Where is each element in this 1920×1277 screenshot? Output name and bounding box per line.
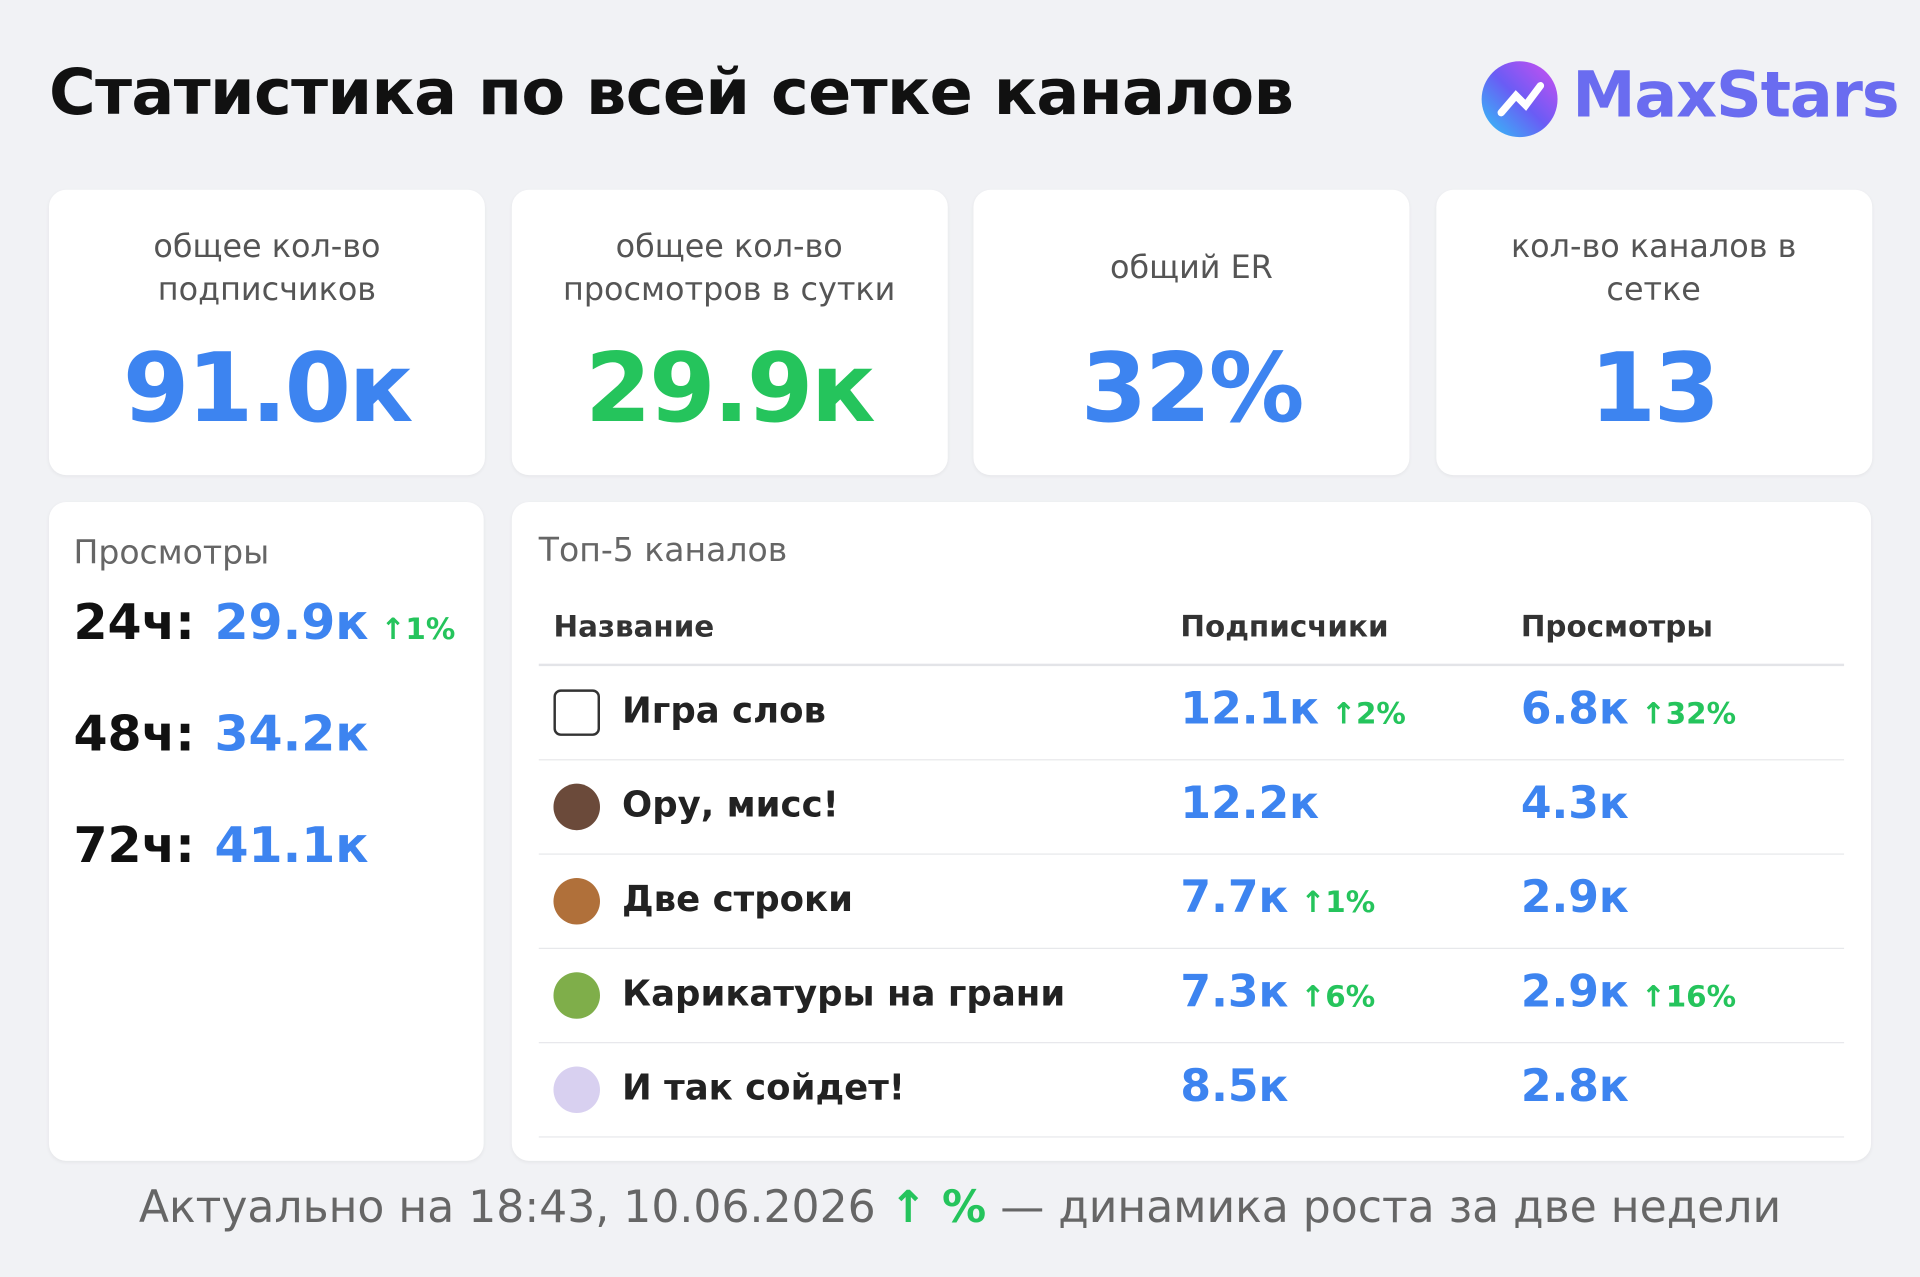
stat-label-line: сетке <box>1606 271 1701 309</box>
stat-label-line: кол-во каналов в <box>1510 228 1797 266</box>
table-title: Топ-5 каналов <box>538 531 788 570</box>
views-change: ↑1% <box>380 612 456 647</box>
channel-icon <box>553 877 601 925</box>
views: 6.8к ↑32% <box>1521 684 1736 734</box>
stat-value: 29.9к <box>585 334 876 445</box>
column-header: Название <box>553 609 715 645</box>
column-header: Подписчики <box>1180 609 1389 645</box>
channel-icon <box>553 1066 601 1114</box>
views-row: 72ч: 41.1к <box>73 818 368 874</box>
views-value: 34.2к <box>214 706 369 763</box>
stat-label-line: подписчиков <box>157 271 377 309</box>
subscribers: 12.2к <box>1180 779 1319 829</box>
stat-label: кол-во каналов в сетке <box>1436 227 1872 313</box>
views: 4.3к <box>1521 779 1629 829</box>
channel-icon <box>553 972 601 1019</box>
top-panel <box>511 502 1872 1161</box>
subs-change: ↑1% <box>1300 885 1376 920</box>
footer-note: — динамика роста за две недели <box>1000 1182 1782 1234</box>
channel-name: Ору, мисс! <box>622 783 839 826</box>
channel-name: Две строки <box>622 877 854 920</box>
footer-date: Актуально на 18:43, 10.06.2026 <box>138 1182 876 1234</box>
stat-label: общий ER <box>973 247 1409 290</box>
stat-label-line: общий ER <box>1110 249 1273 287</box>
footer-legend: ↑ % <box>889 1182 987 1234</box>
stat-card: общее кол-во просмотров в сутки 29.9к <box>511 189 948 476</box>
views-value: 29.9к <box>214 595 369 652</box>
subs-change: ↑2% <box>1331 696 1406 732</box>
views-value: 4.3к <box>1520 778 1629 829</box>
footer: Актуально на 18:43, 10.06.2026 ↑ % — дин… <box>0 1183 1920 1233</box>
subscribers: 7.3к ↑6% <box>1180 967 1375 1017</box>
channel-name: Игра слов <box>622 689 826 732</box>
table-row: Карикатуры на грани 7.3к ↑6% 2.9к ↑16% <box>538 948 1845 1044</box>
views-row: 48ч: 34.2к <box>73 707 368 763</box>
subs-value: 12.2к <box>1180 778 1320 829</box>
stat-label: общее кол-во подписчиков <box>49 227 485 313</box>
views-panel: Просмотры 24ч: 29.9к ↑1% 48ч: 34.2к 72ч: 41.1к <box>48 502 484 1161</box>
stat-label: общее кол-во просмотров в сутки <box>511 227 947 313</box>
period: 48ч: <box>73 706 195 763</box>
period: 24ч: <box>73 595 195 652</box>
stat-card: кол-во каналов в сетке 13 <box>1435 189 1872 476</box>
channel-name: И так сойдет! <box>622 1066 906 1109</box>
views-value: 2.9к <box>1520 967 1629 1018</box>
header-rule <box>538 663 1845 667</box>
stat-value: 13 <box>1589 334 1720 445</box>
table-row: Ору, мисс! 12.2к 4.3к <box>538 759 1845 855</box>
channel-name: Карикатуры на грани <box>622 972 1066 1014</box>
column-header: Просмотры <box>1520 609 1713 645</box>
stat-label-line: общее кол-во <box>615 228 843 266</box>
views-title: Просмотры <box>73 533 270 572</box>
logo-icon <box>1481 61 1558 138</box>
table-row: Игра слов 12.1к ↑2% 6.8к ↑32% <box>538 665 1845 761</box>
views: 2.9к ↑16% <box>1521 967 1736 1017</box>
title: Статистика по всей сетке каналов <box>48 56 1294 130</box>
subs-value: 12.1к <box>1180 684 1320 735</box>
subs-value: 7.3к <box>1180 967 1289 1018</box>
views-change: ↑16% <box>1641 979 1737 1014</box>
views-value: 2.8к <box>1520 1061 1629 1112</box>
stat-value: 91.0к <box>122 334 414 445</box>
views-value: 2.9к <box>1520 873 1629 924</box>
views-row: 24ч: 29.9к ↑1% <box>73 595 455 651</box>
table-row: И так сойдет! 8.5к 2.8к <box>538 1042 1845 1138</box>
subscribers: 7.7к ↑1% <box>1180 873 1375 923</box>
logo-text: MaxStars <box>1572 58 1899 133</box>
views: 2.9к <box>1521 873 1629 923</box>
views: 2.8к <box>1521 1062 1629 1112</box>
stat-card: общий ER 32% <box>973 189 1410 476</box>
stat-value: 32% <box>1080 334 1305 445</box>
subs-value: 7.7к <box>1180 873 1289 924</box>
period: 72ч: <box>73 817 195 875</box>
views-value: 41.1к <box>214 817 369 875</box>
channel-icon <box>553 689 601 736</box>
table-row: Две строки 7.7к ↑1% 2.9к <box>538 853 1845 949</box>
subscribers: 8.5к <box>1180 1062 1288 1112</box>
stat-card: общее кол-во подписчиков 91.0к <box>48 189 485 476</box>
channel-icon <box>553 783 601 831</box>
subscribers: 12.1к ↑2% <box>1180 684 1405 734</box>
subs-change: ↑6% <box>1300 979 1376 1014</box>
stat-label-line: просмотров в сутки <box>563 271 896 309</box>
views-change: ↑32% <box>1641 696 1737 732</box>
subs-value: 8.5к <box>1180 1061 1289 1112</box>
stat-label-line: общее кол-во <box>153 228 381 266</box>
views-value: 6.8к <box>1520 684 1629 735</box>
